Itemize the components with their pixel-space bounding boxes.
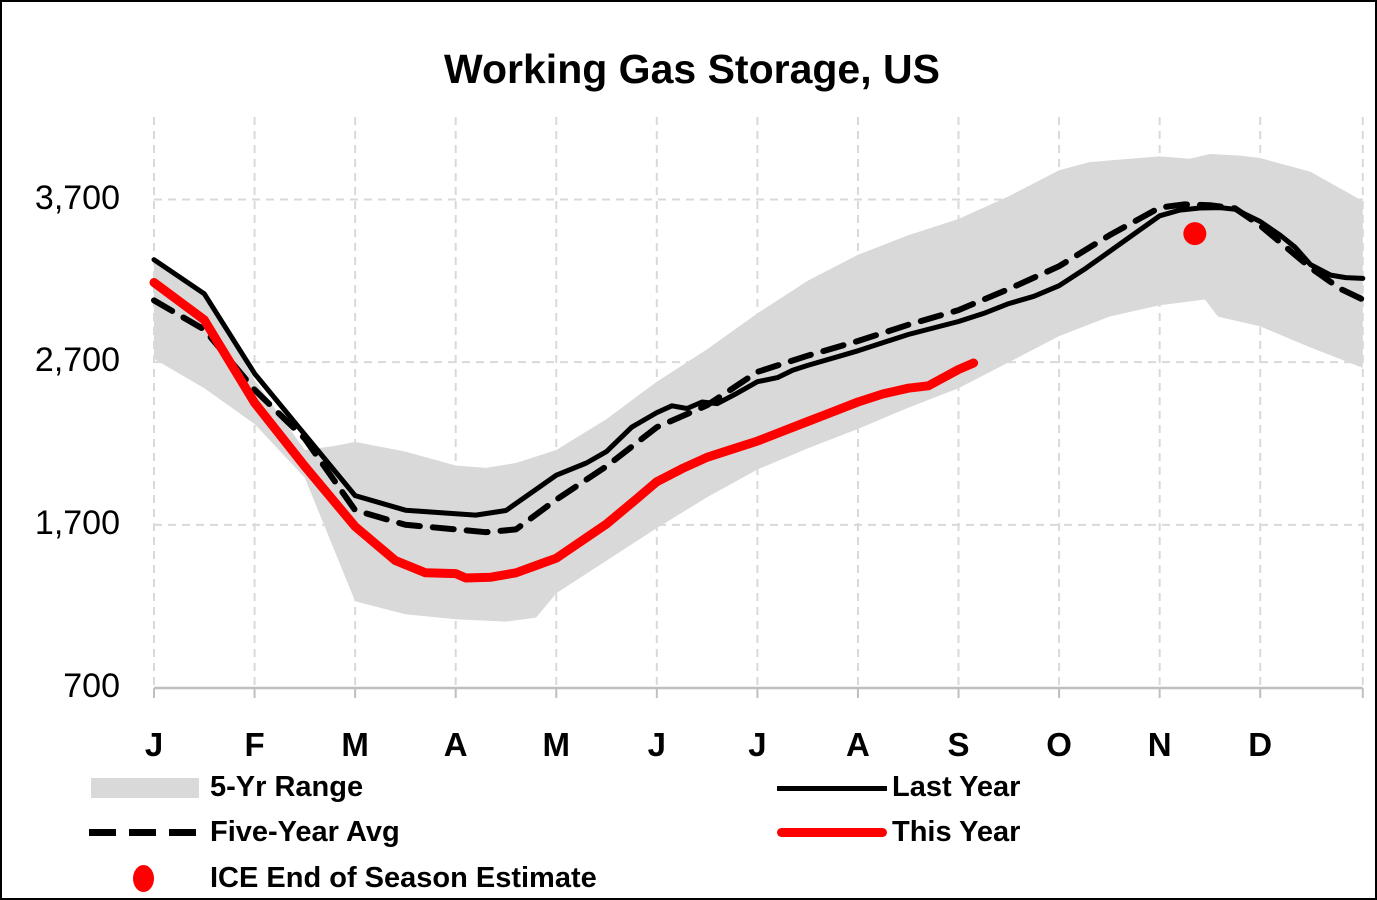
five-year-range-area [154, 154, 1363, 622]
y-axis-label: 3,700 [34, 178, 120, 217]
x-axis-label-month: M [542, 726, 571, 763]
five-year-range-band [154, 154, 1363, 622]
x-axis-label-month: A [443, 726, 468, 763]
x-axis [153, 686, 1364, 698]
y-axis-label: 700 [63, 666, 120, 705]
five-year-range-swatch [91, 778, 199, 798]
x-axis-label-month: F [244, 726, 265, 763]
x-axis-label-month: A [846, 726, 870, 763]
x-axis-label-month: N [1147, 726, 1172, 763]
legend-label-this-year: This Year [892, 816, 1021, 848]
last-year-line-swatch [777, 786, 887, 791]
ice-estimate-dot-swatch [133, 865, 154, 892]
series-lines [149, 201, 1366, 583]
chart-title: Working Gas Storage, US [444, 46, 940, 92]
y-axis-label: 1,700 [34, 503, 120, 542]
ice-estimate-dot [1183, 222, 1207, 246]
line-five-year-avg [151, 201, 1366, 536]
x-axis-label-month: J [647, 726, 666, 763]
x-axis-label-month: J [144, 726, 164, 763]
this-year-line-swatch [777, 828, 887, 837]
line-this-year [149, 278, 979, 583]
x-axis-label-month: O [1046, 726, 1072, 763]
ice-end-of-season-point [1183, 222, 1207, 246]
x-axis-label-month: J [748, 726, 767, 763]
legend-label-five-year-avg: Five-Year Avg [210, 816, 400, 848]
line-last-year [151, 205, 1366, 518]
x-axis-label-month: D [1248, 726, 1273, 763]
legend-label-five-year-range: 5-Yr Range [210, 771, 364, 803]
legend-label-ice-estimate: ICE End of Season Estimate [210, 862, 597, 894]
x-axis-label-month: M [341, 726, 369, 763]
legend-label-last-year: Last Year [892, 771, 1021, 803]
five-year-avg-dashed-swatch [89, 829, 199, 836]
y-axis-label: 2,700 [34, 341, 120, 380]
x-axis-label-month: S [947, 726, 970, 763]
